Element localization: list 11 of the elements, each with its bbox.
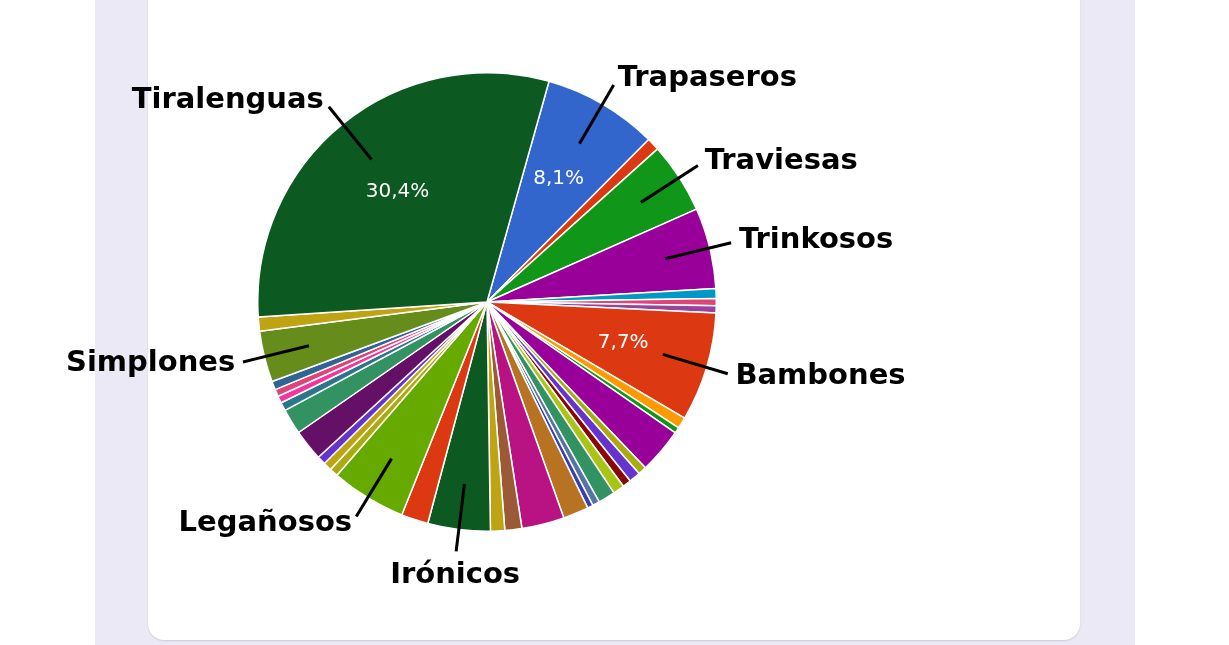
data-label: 8,1% [533,165,585,190]
slice-label: Traviesas [704,141,858,176]
slice-label: Irónicos [390,555,521,590]
slice-label: Trinkosos [738,221,894,256]
slice-label: Trapaseros [617,58,797,93]
slice-label: Simplones [66,344,236,379]
data-label: 7,7% [597,328,649,353]
data-label: 30,4% [365,177,430,202]
slice-label: Legañosos [178,503,353,538]
slice-label: Tiralenguas [131,81,324,116]
slice-label: Bambones [735,356,906,391]
